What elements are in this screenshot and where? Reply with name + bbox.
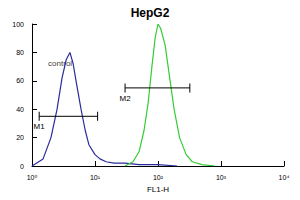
svg-text:10²: 10² — [153, 174, 164, 181]
svg-text:80: 80 — [16, 49, 24, 56]
svg-text:10⁴: 10⁴ — [279, 174, 290, 181]
svg-text:100: 100 — [12, 21, 24, 28]
svg-text:HepG2: HepG2 — [131, 6, 170, 20]
svg-text:20: 20 — [16, 134, 24, 141]
svg-text:10¹: 10¹ — [90, 174, 101, 181]
svg-text:M2: M2 — [119, 94, 131, 103]
svg-text:40: 40 — [16, 106, 24, 113]
svg-text:0: 0 — [20, 163, 24, 170]
svg-text:FL1-H: FL1-H — [147, 185, 169, 194]
svg-text:control: control — [48, 59, 72, 68]
svg-text:10³: 10³ — [216, 174, 227, 181]
svg-text:10⁰: 10⁰ — [27, 174, 38, 181]
svg-text:M1: M1 — [34, 122, 46, 131]
svg-text:60: 60 — [16, 77, 24, 84]
